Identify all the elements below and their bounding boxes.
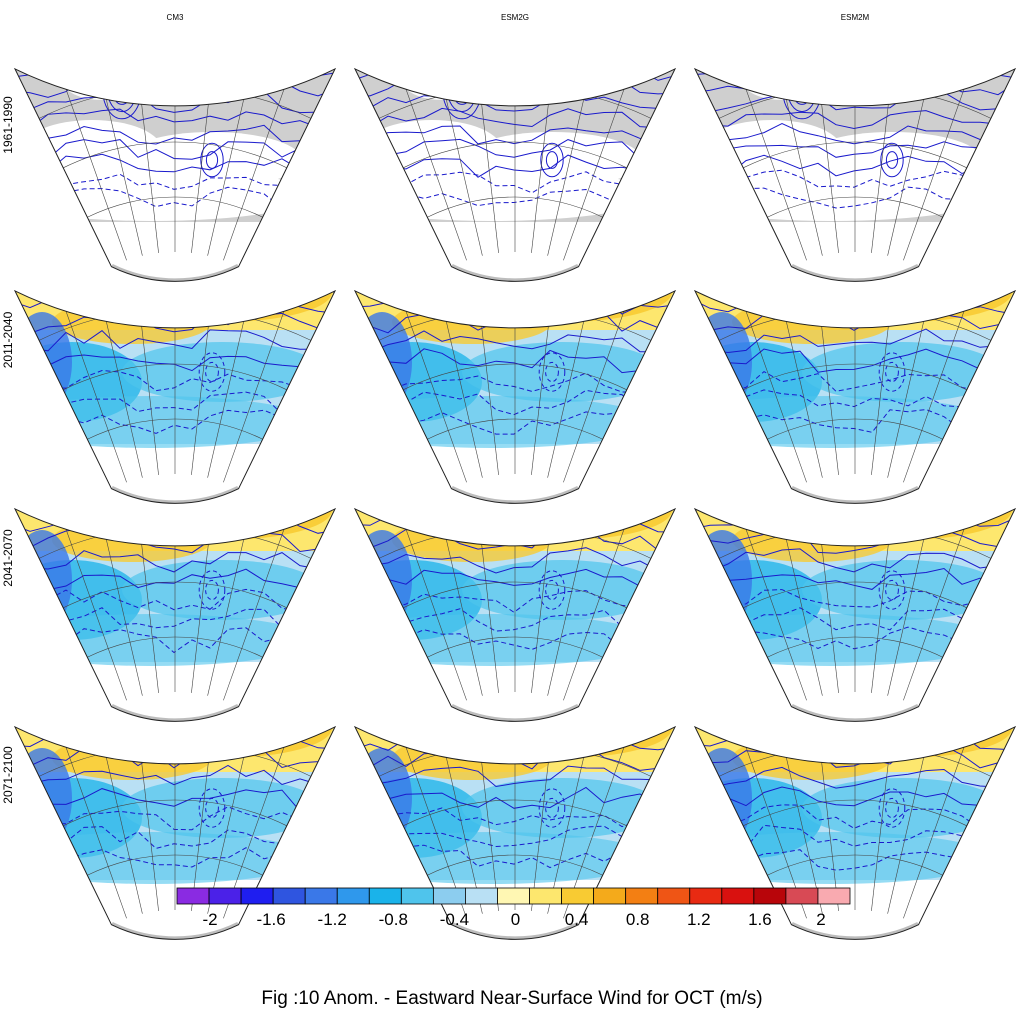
map-panel — [693, 289, 1017, 504]
colorbar-swatch — [689, 887, 723, 905]
map-panel — [13, 507, 337, 722]
colorbar-swatch — [336, 887, 370, 905]
colorbar-swatch — [625, 887, 659, 905]
colorbar-tick-label: 1.2 — [687, 910, 711, 929]
colorbar-swatch — [272, 887, 306, 905]
row-label: 2011-2040 — [1, 311, 15, 368]
map-panel — [13, 289, 337, 504]
colorbar-swatch — [593, 887, 627, 905]
colorbar-swatch — [753, 887, 787, 905]
colorbar-swatch — [561, 887, 595, 905]
colorbar-swatch — [400, 887, 434, 905]
row-label: 2041-2070 — [1, 529, 15, 587]
colorbar-tick-label: 0.4 — [565, 910, 589, 929]
column-label: CM3 — [167, 13, 184, 22]
colorbar-swatch — [240, 887, 274, 905]
colorbar-swatch — [368, 887, 402, 905]
colorbar-swatch — [176, 887, 210, 905]
colorbar-swatch — [721, 887, 755, 905]
map-panel — [353, 507, 677, 722]
column-labels: CM3 ESM2G ESM2M — [167, 13, 870, 22]
colorbar-swatch — [497, 887, 530, 905]
colorbar-swatch — [817, 887, 851, 905]
colorbar-swatch — [304, 887, 338, 905]
colorbar-tick-label: -2 — [202, 910, 217, 929]
row-label: 1961-1990 — [1, 96, 15, 154]
colorbar-tick-label: -0.4 — [440, 910, 469, 929]
map-panel — [353, 67, 677, 282]
map-panel — [13, 67, 337, 282]
column-label: ESM2M — [841, 13, 870, 22]
colorbar-tick-label: 1.6 — [748, 910, 772, 929]
colorbar-swatch — [785, 887, 819, 905]
column-label: ESM2G — [501, 13, 529, 22]
colorbar: -2 -1.6 -1.2 -0.8 -0.4 0 0.4 0.8 1.2 1.6 2 — [176, 887, 851, 929]
map-panels — [13, 67, 1017, 940]
map-panel — [353, 289, 677, 504]
row-label: 2071-2100 — [1, 746, 15, 804]
map-panel — [693, 67, 1017, 282]
colorbar-swatch — [529, 887, 562, 905]
colorbar-tick-label: -1.6 — [256, 910, 285, 929]
colorbar-swatch — [465, 887, 498, 905]
colorbar-tick-label: -0.8 — [379, 910, 408, 929]
map-panel — [693, 507, 1017, 722]
colorbar-swatch — [657, 887, 691, 905]
colorbar-tick-label: 0 — [511, 910, 520, 929]
colorbar-swatch — [432, 887, 466, 905]
colorbar-tick-label: -1.2 — [318, 910, 347, 929]
colorbar-tick-label: 2 — [816, 910, 825, 929]
row-labels: 1961-1990 2011-2040 2041-2070 2071-2100 — [1, 96, 15, 804]
figure-caption: Fig :10 Anom. - Eastward Near-Surface Wi… — [261, 988, 763, 1009]
colorbar-swatch — [208, 887, 242, 905]
colorbar-tick-label: 0.8 — [626, 910, 650, 929]
